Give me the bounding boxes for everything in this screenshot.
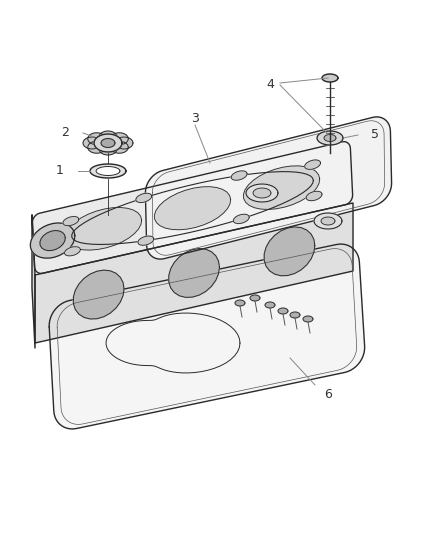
Polygon shape [303, 316, 313, 322]
Polygon shape [64, 247, 80, 256]
Polygon shape [253, 188, 271, 198]
Polygon shape [35, 203, 353, 343]
Polygon shape [115, 137, 133, 149]
Polygon shape [74, 270, 124, 319]
Polygon shape [317, 131, 343, 145]
Polygon shape [30, 223, 75, 258]
Polygon shape [321, 217, 335, 225]
Text: 1: 1 [56, 165, 64, 177]
Polygon shape [264, 227, 315, 276]
Polygon shape [306, 191, 322, 201]
Polygon shape [314, 213, 342, 229]
Polygon shape [231, 171, 247, 180]
Polygon shape [88, 141, 106, 153]
Polygon shape [278, 308, 288, 314]
Polygon shape [63, 216, 79, 225]
Polygon shape [136, 193, 152, 203]
Polygon shape [322, 74, 338, 82]
Polygon shape [32, 142, 353, 273]
Polygon shape [155, 187, 231, 230]
Polygon shape [324, 134, 336, 141]
Polygon shape [250, 295, 260, 301]
Polygon shape [169, 248, 219, 297]
Text: 2: 2 [61, 126, 69, 140]
Polygon shape [90, 164, 126, 178]
Polygon shape [235, 300, 245, 306]
Text: 6: 6 [324, 389, 332, 401]
Polygon shape [290, 312, 300, 318]
Polygon shape [83, 137, 101, 149]
Polygon shape [244, 166, 320, 209]
Polygon shape [145, 117, 392, 259]
Polygon shape [96, 166, 120, 175]
Polygon shape [265, 302, 275, 308]
Polygon shape [138, 236, 154, 245]
Polygon shape [99, 143, 117, 155]
Polygon shape [65, 207, 141, 250]
Text: 5: 5 [371, 128, 379, 141]
Polygon shape [40, 231, 65, 251]
Polygon shape [305, 160, 321, 169]
Polygon shape [110, 141, 128, 153]
Polygon shape [246, 184, 278, 202]
Polygon shape [110, 133, 128, 145]
Polygon shape [94, 134, 122, 152]
Polygon shape [99, 131, 117, 143]
Text: 3: 3 [191, 111, 199, 125]
Polygon shape [49, 244, 364, 429]
Polygon shape [32, 215, 35, 348]
Polygon shape [233, 214, 249, 224]
Polygon shape [88, 133, 106, 145]
Text: 4: 4 [266, 78, 274, 92]
Polygon shape [101, 139, 115, 148]
